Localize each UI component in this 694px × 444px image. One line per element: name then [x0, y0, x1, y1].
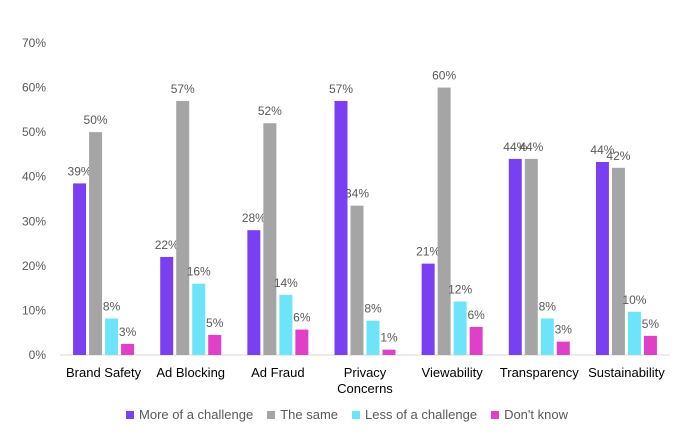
category-label: Concerns	[337, 381, 393, 396]
legend-label: Less of a challenge	[365, 407, 478, 422]
bar	[366, 320, 380, 355]
data-label: 3%	[119, 325, 137, 339]
y-tick-label: 30%	[22, 214, 46, 228]
data-label: 52%	[258, 104, 282, 118]
data-label: 10%	[622, 293, 646, 307]
bar	[73, 183, 87, 355]
y-tick-label: 70%	[22, 36, 46, 50]
data-label: 44%	[519, 140, 543, 154]
bar	[295, 329, 309, 355]
legend-swatch	[352, 410, 361, 419]
data-label: 22%	[155, 238, 179, 252]
data-label: 6%	[293, 311, 311, 325]
data-label: 57%	[329, 82, 353, 96]
bar	[121, 343, 135, 355]
data-label: 21%	[416, 245, 440, 259]
bar	[524, 158, 538, 355]
legend-swatch	[267, 410, 276, 419]
category-label: Privacy	[344, 365, 387, 380]
legend: More of a challenge The same Less of a cha…	[0, 407, 694, 422]
y-tick-label: 60%	[22, 81, 46, 95]
bar	[176, 100, 190, 355]
data-label: 8%	[364, 302, 382, 316]
bar	[540, 318, 554, 355]
bar	[105, 318, 119, 355]
legend-label: More of a challenge	[139, 407, 254, 422]
y-tick-label: 20%	[22, 259, 46, 273]
data-label: 34%	[345, 187, 369, 201]
bar	[595, 162, 609, 355]
data-label: 57%	[171, 82, 195, 96]
legend-label: Don't know	[504, 407, 568, 422]
bar	[421, 263, 435, 355]
category-label: Transparency	[500, 365, 579, 380]
data-label: 3%	[555, 323, 573, 337]
data-label: 42%	[606, 149, 630, 163]
bar	[208, 334, 222, 355]
data-label: 16%	[187, 265, 211, 279]
bar	[611, 167, 625, 355]
data-label: 14%	[274, 276, 298, 290]
data-label: 44%	[590, 143, 614, 157]
data-label: 8%	[103, 299, 121, 313]
bar	[350, 205, 364, 355]
y-tick-label: 50%	[22, 125, 46, 139]
bar	[263, 123, 277, 355]
data-label: 39%	[68, 164, 92, 178]
category-label: Viewability	[422, 365, 484, 380]
y-tick-label: 10%	[22, 303, 46, 317]
bar	[279, 294, 293, 355]
bar	[627, 311, 641, 355]
bar	[469, 326, 483, 355]
legend-item: Don't know	[491, 407, 568, 422]
category-label: Ad Blocking	[156, 365, 225, 380]
bar	[247, 230, 261, 355]
data-label: 12%	[448, 283, 472, 297]
legend-swatch	[126, 410, 135, 419]
data-label: 5%	[642, 317, 660, 331]
legend-item: More of a challenge	[126, 407, 253, 422]
bar	[437, 87, 451, 356]
data-label: 5%	[206, 316, 224, 330]
data-label: 28%	[242, 211, 266, 225]
bar	[334, 100, 348, 355]
data-label: 8%	[539, 299, 557, 313]
bar	[89, 132, 103, 355]
data-label: 50%	[84, 113, 108, 127]
bar	[192, 283, 206, 355]
data-label: 60%	[432, 69, 456, 83]
legend-swatch	[491, 410, 500, 419]
category-label: Ad Fraud	[251, 365, 304, 380]
legend-item: Less of a challenge	[352, 407, 477, 422]
category-label: Sustainability	[588, 365, 665, 380]
bar	[453, 301, 467, 355]
bar	[382, 349, 396, 355]
category-label: Brand Safety	[66, 365, 142, 380]
y-tick-label: 0%	[29, 348, 47, 362]
legend-item: The same	[267, 407, 338, 422]
legend-label: The same	[280, 407, 339, 422]
bar	[508, 158, 522, 355]
data-label: 6%	[467, 308, 485, 322]
data-label: 44%	[503, 140, 527, 154]
data-label: 1%	[380, 331, 398, 345]
y-tick-label: 40%	[22, 170, 46, 184]
bar	[160, 256, 174, 355]
bar	[556, 341, 570, 355]
bar	[643, 335, 657, 355]
